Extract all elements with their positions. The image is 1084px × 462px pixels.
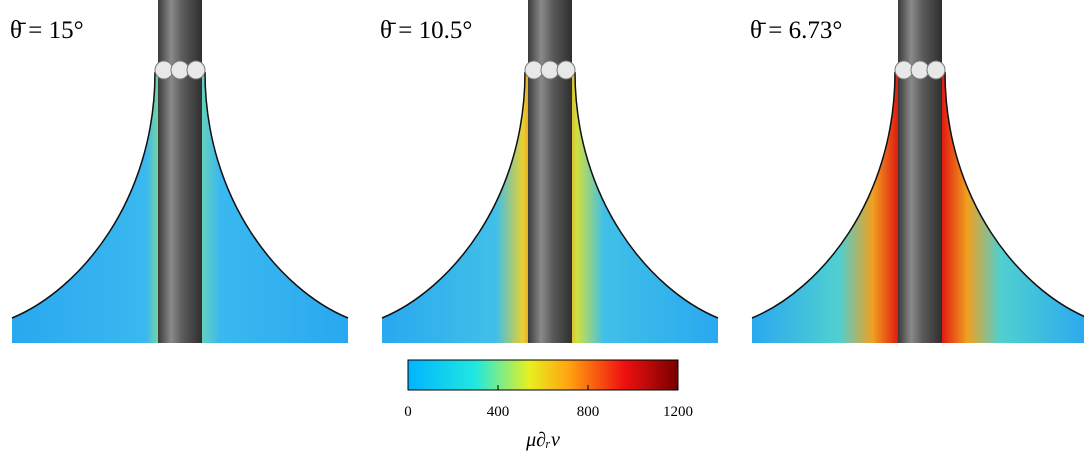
bead [894, 60, 914, 80]
bead [556, 60, 576, 80]
fiber [158, 0, 202, 343]
fiber [528, 0, 572, 343]
bead [186, 60, 206, 80]
panel: θ̄ = 10.5° [380, 0, 719, 343]
bead [154, 60, 174, 80]
bead [540, 60, 560, 80]
tick-label: 800 [577, 404, 600, 420]
panel-label: θ̄ = 6.73° [750, 17, 842, 44]
panel: θ̄ = 6.73° [750, 0, 1084, 343]
colorbar [407, 359, 679, 391]
colorbar-label: μ∂ᵣv [525, 429, 560, 451]
tick-label: 0 [404, 404, 412, 420]
tick-label: 1200 [663, 404, 693, 420]
film-edge [751, 71, 1084, 319]
bead [524, 60, 544, 80]
bead [910, 60, 930, 80]
fiber [898, 0, 942, 343]
panel-label: θ̄ = 15° [10, 17, 84, 44]
panel: θ̄ = 15° [10, 0, 349, 343]
film-edge [11, 71, 349, 319]
film-edge [381, 71, 719, 319]
panel-label: θ̄ = 10.5° [380, 17, 472, 44]
bead [170, 60, 190, 80]
tick-label: 400 [487, 404, 510, 420]
bead [926, 60, 946, 80]
